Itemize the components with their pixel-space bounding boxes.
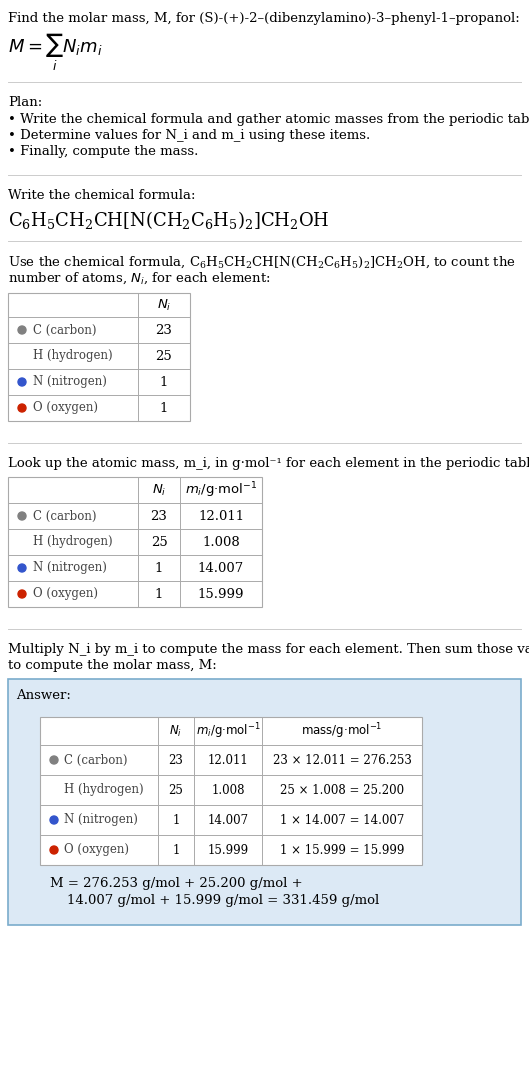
- Text: 1 × 14.007 = 14.007: 1 × 14.007 = 14.007: [280, 814, 404, 827]
- Text: 12.011: 12.011: [207, 754, 249, 766]
- FancyBboxPatch shape: [8, 293, 190, 421]
- Text: H (hydrogen): H (hydrogen): [33, 536, 113, 549]
- Text: mass/g·mol$^{-1}$: mass/g·mol$^{-1}$: [302, 721, 382, 741]
- Text: Multiply N_i by m_i to compute the mass for each element. Then sum those values: Multiply N_i by m_i to compute the mass …: [8, 642, 529, 657]
- Text: Use the chemical formula, $\mathregular{C_6H_5CH_2CH[N(CH_2C_6H_5)_2]CH_2OH}$, t: Use the chemical formula, $\mathregular{…: [8, 255, 516, 271]
- Text: H (hydrogen): H (hydrogen): [64, 784, 144, 797]
- Text: 15.999: 15.999: [207, 843, 249, 857]
- Circle shape: [50, 816, 58, 824]
- Text: $\mathregular{C_6H_5CH_2CH[N(CH_2C_6H_5)_2]CH_2OH}$: $\mathregular{C_6H_5CH_2CH[N(CH_2C_6H_5)…: [8, 209, 330, 231]
- Text: 1.008: 1.008: [202, 536, 240, 549]
- Text: $m_i$/g·mol$^{-1}$: $m_i$/g·mol$^{-1}$: [196, 721, 260, 741]
- FancyBboxPatch shape: [8, 679, 521, 925]
- Text: 23: 23: [156, 323, 172, 336]
- Text: $N_i$: $N_i$: [169, 723, 183, 738]
- Text: • Write the chemical formula and gather atomic masses from the periodic table.: • Write the chemical formula and gather …: [8, 113, 529, 126]
- Text: $N_i$: $N_i$: [152, 483, 166, 498]
- Text: O (oxygen): O (oxygen): [33, 401, 98, 415]
- Text: 1 × 15.999 = 15.999: 1 × 15.999 = 15.999: [280, 843, 404, 857]
- Circle shape: [50, 786, 58, 794]
- Text: $m_i$/g·mol$^{-1}$: $m_i$/g·mol$^{-1}$: [185, 480, 257, 500]
- Text: 15.999: 15.999: [198, 588, 244, 600]
- Circle shape: [18, 326, 26, 334]
- Text: • Finally, compute the mass.: • Finally, compute the mass.: [8, 146, 198, 158]
- Text: N (nitrogen): N (nitrogen): [33, 562, 107, 575]
- Text: C (carbon): C (carbon): [64, 754, 127, 766]
- Circle shape: [50, 846, 58, 854]
- Text: $N_i$: $N_i$: [157, 298, 171, 313]
- Text: O (oxygen): O (oxygen): [64, 843, 129, 857]
- Circle shape: [18, 538, 26, 545]
- Circle shape: [18, 590, 26, 598]
- Text: 14.007: 14.007: [207, 814, 249, 827]
- Text: 25: 25: [151, 536, 167, 549]
- Circle shape: [18, 404, 26, 412]
- Text: C (carbon): C (carbon): [33, 510, 96, 523]
- Text: 1: 1: [160, 375, 168, 388]
- Text: 12.011: 12.011: [198, 510, 244, 523]
- FancyBboxPatch shape: [8, 476, 262, 607]
- Text: Answer:: Answer:: [16, 689, 71, 702]
- Text: Write the chemical formula:: Write the chemical formula:: [8, 189, 196, 202]
- Text: 1: 1: [172, 814, 180, 827]
- Text: N (nitrogen): N (nitrogen): [64, 814, 138, 827]
- Text: 25: 25: [169, 784, 184, 797]
- Text: C (carbon): C (carbon): [33, 323, 96, 336]
- Text: 1: 1: [160, 401, 168, 415]
- Text: 14.007 g/mol + 15.999 g/mol = 331.459 g/mol: 14.007 g/mol + 15.999 g/mol = 331.459 g/…: [50, 894, 379, 907]
- Text: 1: 1: [155, 562, 163, 575]
- Text: N (nitrogen): N (nitrogen): [33, 375, 107, 388]
- Text: 14.007: 14.007: [198, 562, 244, 575]
- Circle shape: [18, 378, 26, 386]
- Text: O (oxygen): O (oxygen): [33, 588, 98, 600]
- Text: 25 × 1.008 = 25.200: 25 × 1.008 = 25.200: [280, 784, 404, 797]
- Text: Find the molar mass, M, for (S)-(+)-2–(dibenzylamino)-3–phenyl-1–propanol:: Find the molar mass, M, for (S)-(+)-2–(d…: [8, 12, 520, 25]
- Text: Look up the atomic mass, m_i, in g·mol⁻¹ for each element in the periodic table:: Look up the atomic mass, m_i, in g·mol⁻¹…: [8, 457, 529, 470]
- Text: 23: 23: [151, 510, 168, 523]
- Text: Plan:: Plan:: [8, 96, 42, 109]
- Circle shape: [50, 756, 58, 764]
- Circle shape: [18, 512, 26, 520]
- Text: 1: 1: [155, 588, 163, 600]
- Text: 1.008: 1.008: [211, 784, 245, 797]
- Text: 25: 25: [156, 349, 172, 362]
- Text: 23 × 12.011 = 276.253: 23 × 12.011 = 276.253: [272, 754, 412, 766]
- Text: to compute the molar mass, M:: to compute the molar mass, M:: [8, 659, 217, 672]
- Text: 1: 1: [172, 843, 180, 857]
- Circle shape: [18, 353, 26, 360]
- Text: H (hydrogen): H (hydrogen): [33, 349, 113, 362]
- Text: 23: 23: [169, 754, 184, 766]
- Text: $M = \sum_i N_i m_i$: $M = \sum_i N_i m_i$: [8, 32, 103, 73]
- Text: number of atoms, $N_i$, for each element:: number of atoms, $N_i$, for each element…: [8, 271, 270, 287]
- Circle shape: [18, 564, 26, 572]
- FancyBboxPatch shape: [40, 717, 422, 865]
- Text: • Determine values for N_i and m_i using these items.: • Determine values for N_i and m_i using…: [8, 129, 370, 142]
- Text: M = 276.253 g/mol + 25.200 g/mol +: M = 276.253 g/mol + 25.200 g/mol +: [50, 877, 303, 890]
